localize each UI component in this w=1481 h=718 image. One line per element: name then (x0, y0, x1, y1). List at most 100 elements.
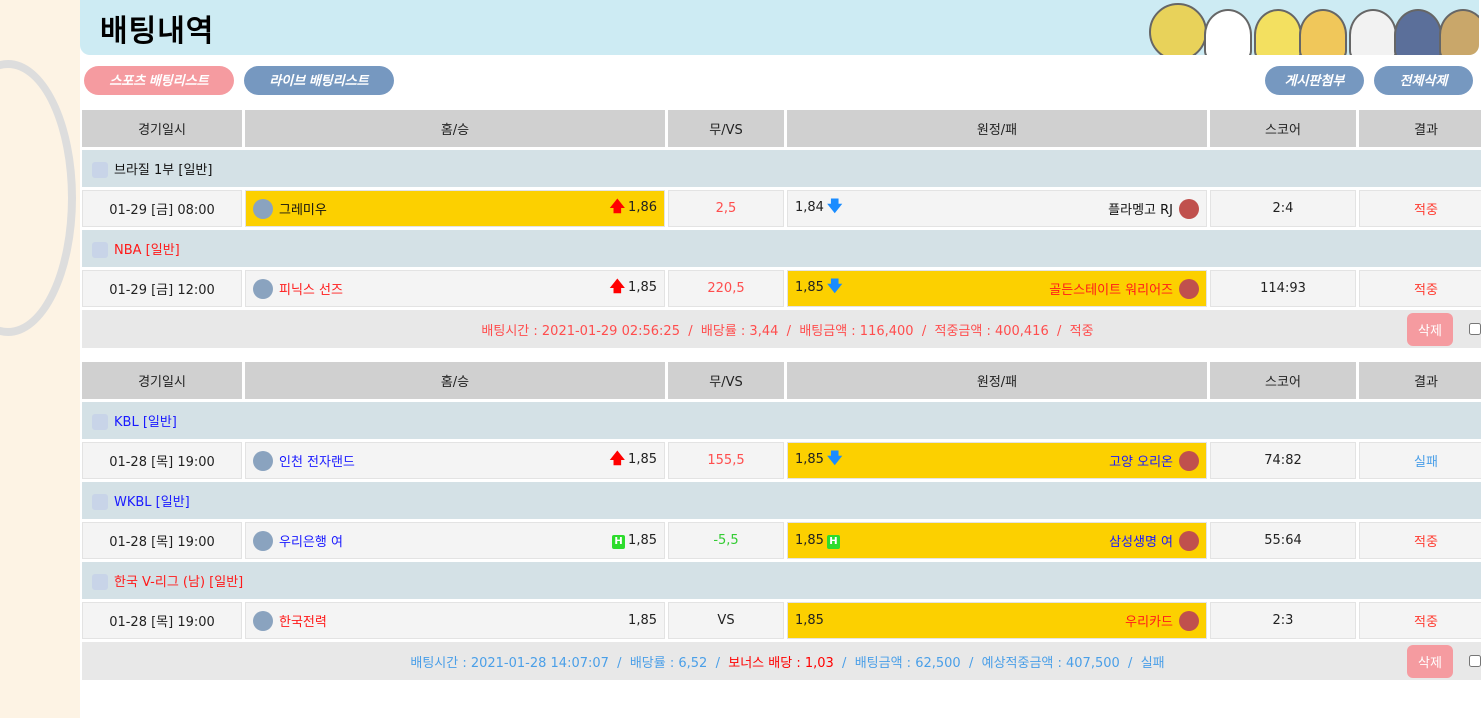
home-bet-option[interactable]: 인천 전자랜드 🡅 1,85 (245, 442, 665, 479)
separator: / (1119, 655, 1141, 671)
separator: / (778, 323, 800, 339)
flamengo-logo-icon (1179, 198, 1199, 219)
header-characters-illustration (1149, 0, 1479, 55)
column-header: 스코어 (1210, 362, 1356, 399)
nba-logo-icon (92, 242, 108, 259)
bet-summary-row: 배팅시간 : 2021-01-29 02:56:25 / 배당률 : 3,44 … (82, 310, 1481, 348)
delete-bet-button[interactable]: 삭제 (1407, 313, 1453, 346)
summary-item: 배팅금액 : 116,400 (799, 323, 914, 339)
match-datetime: 01-28 [목] 19:00 (82, 522, 242, 559)
summary-item: 배당률 : 3,44 (700, 323, 779, 339)
home-odds: 1,85 (628, 280, 657, 295)
home-team-name: 인천 전자랜드 (279, 455, 355, 470)
match-score: 55:64 (1210, 522, 1356, 559)
match-result: 적중 (1359, 602, 1481, 639)
column-header: 결과 (1359, 362, 1481, 399)
column-header: 원정/패 (787, 362, 1207, 399)
away-odds: 1,85 (795, 280, 824, 295)
league-name: 브라질 1부 [일반] (114, 162, 213, 178)
background-character-art (0, 0, 80, 718)
odds-down-arrow-icon: 🡇 (826, 449, 843, 467)
vleague-logo-icon (92, 574, 108, 591)
away-team-name: 우리카드 (1125, 615, 1173, 630)
match-score: 2:3 (1210, 602, 1356, 639)
warriors-logo-icon (1179, 278, 1199, 299)
away-team-name: 고양 오리온 (1109, 455, 1173, 470)
home-bet-option[interactable]: 그레미우 🡅 1,86 (245, 190, 665, 227)
bet-slip-table: 경기일시 홈/승 무/VS 원정/패 스코어 결과 KBL [일반] 01-28 [목] 19… (79, 359, 1481, 683)
draw-vs-value[interactable]: 155,5 (668, 442, 784, 479)
handicap-icon: H (826, 534, 840, 549)
separator: / (833, 655, 855, 671)
odds-up-arrow-icon: 🡅 (609, 277, 626, 295)
kbl-logo-icon (92, 414, 108, 431)
column-header: 홈/승 (245, 110, 665, 147)
home-bet-option[interactable]: 우리은행 여 H 1,85 (245, 522, 665, 559)
league-row: 브라질 1부 [일반] (82, 150, 1481, 187)
separator: / (608, 655, 630, 671)
column-header: 무/VS (668, 110, 784, 147)
away-bet-option[interactable]: 1,85 H 삼성생명 여 (787, 522, 1207, 559)
gremio-logo-icon (253, 198, 273, 219)
bet-summary-row: 배팅시간 : 2021-01-28 14:07:07 / 배당률 : 6,52 … (82, 642, 1481, 680)
home-odds: 1,86 (628, 200, 657, 215)
away-odds: 1,85 (795, 613, 824, 628)
summary-item: 배팅시간 : 2021-01-29 02:56:25 (481, 323, 680, 339)
away-bet-option[interactable]: 1,84 🡇 플라멩고 RJ (787, 190, 1207, 227)
live-betting-list-button[interactable]: 라이브 배팅리스트 (244, 66, 394, 95)
home-bet-option[interactable]: 한국전력 1,85 (245, 602, 665, 639)
league-name: WKBL [일반] (114, 494, 190, 510)
draw-vs-value[interactable]: VS (668, 602, 784, 639)
home-bet-option[interactable]: 피닉스 선즈 🡅 1,85 (245, 270, 665, 307)
match-result: 적중 (1359, 190, 1481, 227)
summary-item: 배팅시간 : 2021-01-28 14:07:07 (410, 655, 609, 671)
match-score: 2:4 (1210, 190, 1356, 227)
match-result: 적중 (1359, 522, 1481, 559)
match-datetime: 01-28 [목] 19:00 (82, 602, 242, 639)
delete-all-button[interactable]: 전체삭제 (1374, 66, 1473, 95)
league-row: 한국 V-리그 (남) [일반] (82, 562, 1481, 599)
match-score: 74:82 (1210, 442, 1356, 479)
league-row: WKBL [일반] (82, 482, 1481, 519)
handicap-icon: H (612, 534, 626, 549)
away-odds: 1,84 (795, 200, 824, 215)
match-result: 실패 (1359, 442, 1481, 479)
summary-item: 적중금액 : 400,416 (934, 323, 1049, 339)
away-bet-option[interactable]: 1,85 우리카드 (787, 602, 1207, 639)
away-team-name: 플라멩고 RJ (1108, 203, 1173, 218)
delete-bet-button[interactable]: 삭제 (1407, 645, 1453, 678)
match-result: 적중 (1359, 270, 1481, 307)
select-bet-checkbox[interactable] (1469, 323, 1481, 335)
away-bet-option[interactable]: 1,85 🡇 골든스테이트 워리어즈 (787, 270, 1207, 307)
league-row: NBA [일반] (82, 230, 1481, 267)
draw-vs-value[interactable]: 220,5 (668, 270, 784, 307)
league-name: 한국 V-리그 (남) [일반] (114, 574, 244, 590)
separator: / (679, 323, 701, 339)
home-odds: 1,85 (628, 613, 657, 628)
summary-item: 예상적중금액 : 407,500 (981, 655, 1120, 671)
column-header: 원정/패 (787, 110, 1207, 147)
away-bet-option[interactable]: 1,85 🡇 고양 오리온 (787, 442, 1207, 479)
summary-item: 실패 (1140, 655, 1165, 671)
column-header: 무/VS (668, 362, 784, 399)
draw-vs-value[interactable]: 2,5 (668, 190, 784, 227)
away-team-name: 골든스테이트 워리어즈 (1049, 283, 1173, 298)
odds-up-arrow-icon: 🡅 (609, 449, 626, 467)
attach-to-board-button[interactable]: 게시판첨부 (1265, 66, 1364, 95)
sports-betting-list-button[interactable]: 스포츠 배팅리스트 (84, 66, 234, 95)
summary-item: 배팅금액 : 62,500 (854, 655, 961, 671)
draw-vs-value[interactable]: -5,5 (668, 522, 784, 559)
summary-item: 보너스 배당 : 1,03 (728, 655, 834, 671)
match-score: 114:93 (1210, 270, 1356, 307)
home-odds: 1,85 (628, 532, 657, 548)
league-name: NBA [일반] (114, 242, 180, 258)
odds-up-arrow-icon: 🡅 (609, 197, 626, 215)
wkbl-logo-icon (92, 494, 108, 511)
bet-slip-table: 경기일시 홈/승 무/VS 원정/패 스코어 결과 브라질 1부 [일반] 01-29 [금]… (79, 107, 1481, 351)
page-header: 배팅내역 (80, 0, 1479, 55)
select-bet-checkbox[interactable] (1469, 655, 1481, 667)
separator: / (960, 655, 982, 671)
suns-logo-icon (253, 278, 273, 299)
home-odds: 1,85 (628, 452, 657, 467)
separator: / (913, 323, 935, 339)
